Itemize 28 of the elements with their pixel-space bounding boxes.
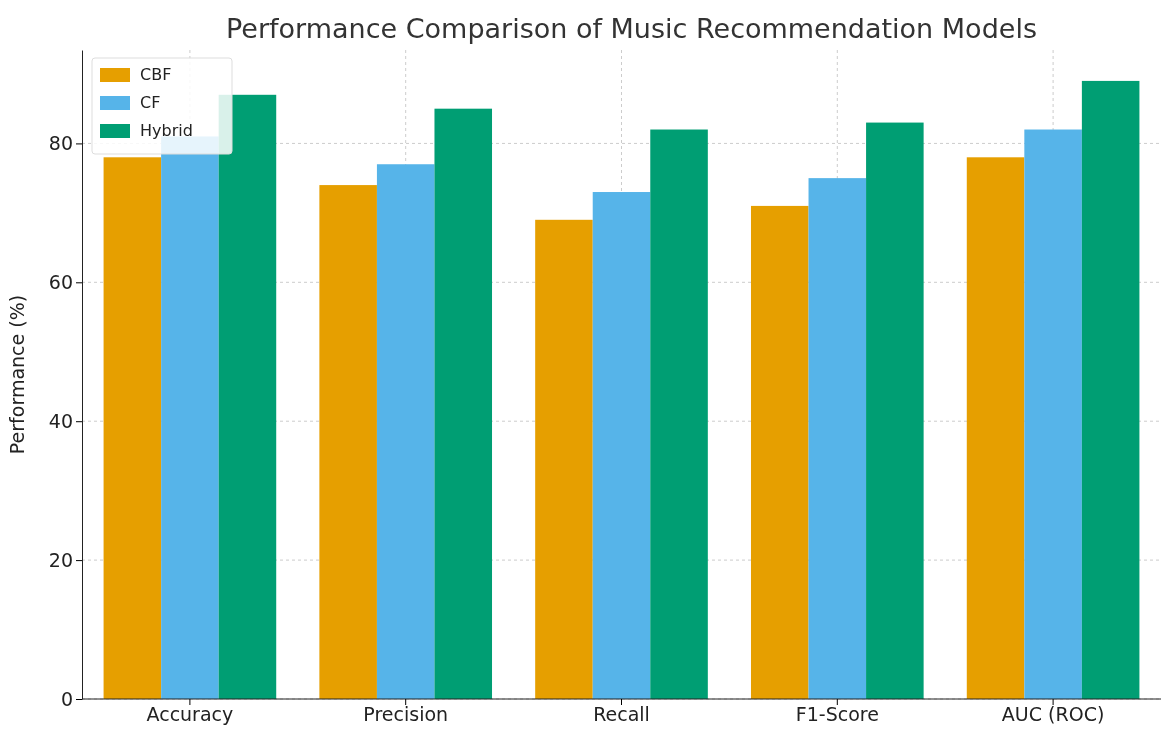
bar <box>966 157 1025 699</box>
bar <box>376 164 435 699</box>
bar <box>808 178 867 699</box>
x-tick-label: Precision <box>363 703 449 726</box>
bar <box>592 192 651 699</box>
bar <box>866 122 924 699</box>
bar <box>1081 80 1140 699</box>
bar <box>750 205 809 699</box>
x-tick-label: Recall <box>593 703 650 726</box>
y-tick-label: 80 <box>48 131 73 154</box>
legend-label: Hybrid <box>140 121 193 140</box>
x-tick-label: AUC (ROC) <box>1001 703 1105 726</box>
y-tick-label: 20 <box>48 548 73 571</box>
bar <box>319 185 377 699</box>
x-tick-label: F1-Score <box>795 703 879 726</box>
x-tick-label: Accuracy <box>146 703 234 726</box>
y-tick-label: 60 <box>48 270 73 293</box>
bar <box>1024 129 1082 699</box>
bar <box>650 129 708 699</box>
y-tick-label: 0 <box>60 687 73 710</box>
bar <box>535 219 593 699</box>
y-axis-title: Performance (%) <box>6 294 28 455</box>
legend-label: CBF <box>140 65 172 84</box>
bar <box>218 94 277 699</box>
chart-title: Performance Comparison of Music Recommendation Models <box>226 13 1037 44</box>
y-tick-label: 40 <box>48 409 73 432</box>
legend-label: CF <box>140 93 161 112</box>
bar <box>434 108 493 699</box>
